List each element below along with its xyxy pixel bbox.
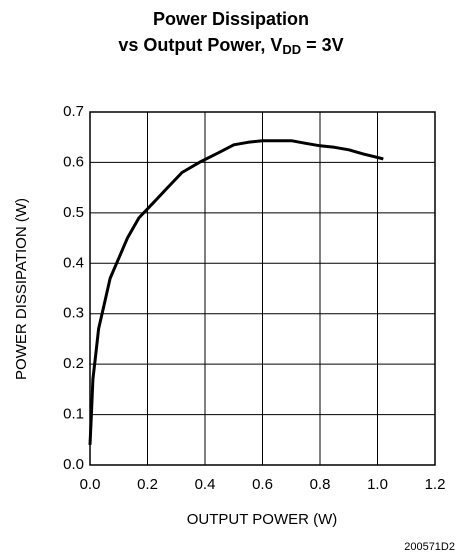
y-axis-label: POWER DISSIPATION (W) — [13, 198, 30, 380]
title-part: = 3V — [301, 35, 344, 55]
y-tick-label: 0.2 — [63, 355, 84, 372]
chart-title: vs Output Power, VDD = 3V — [118, 35, 343, 58]
title-subscript: DD — [282, 42, 301, 57]
x-tick-label: 1.2 — [425, 476, 446, 493]
annotation: 200571D2 — [404, 541, 455, 553]
x-tick-label: 1.0 — [367, 476, 388, 493]
x-tick-label: 0.8 — [310, 476, 331, 493]
x-tick-label: 0.4 — [195, 476, 216, 493]
y-tick-label: 0.0 — [63, 456, 84, 473]
data-line — [88, 139, 384, 445]
y-tick-label: 0.1 — [63, 406, 84, 423]
title-part: vs Output Power, V — [118, 35, 282, 55]
y-tick-label: 0.3 — [63, 305, 84, 322]
chart-title: Power Dissipation — [153, 9, 309, 29]
x-axis-label: OUTPUT POWER (W) — [187, 511, 338, 528]
y-tick-label: 0.5 — [63, 204, 84, 221]
y-tick-label: 0.6 — [63, 153, 84, 170]
x-tick-label: 0.6 — [252, 476, 273, 493]
x-tick-label: 0.0 — [80, 476, 101, 493]
y-tick-label: 0.7 — [63, 103, 84, 120]
plot-frame — [89, 111, 436, 466]
x-tick-label: 0.2 — [137, 476, 158, 493]
y-tick-label: 0.4 — [63, 254, 84, 271]
